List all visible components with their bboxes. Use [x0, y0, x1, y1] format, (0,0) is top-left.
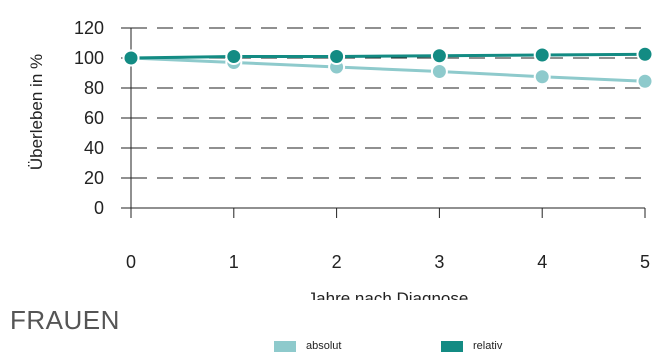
x-tick-label-2: 2 [332, 252, 342, 272]
data-point-absolut-4 [533, 68, 551, 86]
legend-swatch-absolut [274, 340, 296, 352]
series-lines [130, 52, 646, 83]
x-tick-label-1: 1 [229, 252, 239, 272]
y-tick-label-60: 60 [84, 108, 104, 128]
data-point-relativ-1 [225, 48, 243, 65]
y-tick-label-80: 80 [84, 78, 104, 98]
grid-lines [131, 27, 645, 179]
y-tick-label-20: 20 [84, 168, 104, 188]
legend-label-absolut: absolut [306, 340, 342, 352]
x-tick-label-5: 5 [640, 252, 650, 272]
series-line-absolut [130, 56, 646, 83]
x-tick-labels: 0 1 2 3 4 5 [126, 252, 650, 272]
data-point-relativ-0 [122, 49, 140, 67]
legend-swatch-relativ [441, 340, 463, 352]
data-point-relativ-5 [636, 45, 653, 63]
data-point-absolut-5 [636, 72, 653, 90]
x-tick-label-4: 4 [537, 252, 547, 272]
y-tick-label-100: 100 [74, 48, 104, 68]
y-tick-label-120: 120 [74, 18, 104, 38]
series-line-relativ [130, 52, 646, 60]
data-point-absolut-3 [430, 63, 448, 80]
panel-title: FRAUEN [10, 305, 120, 335]
survival-line-chart: 0 20 40 60 80 100 120 0 1 2 3 4 5 Überleben in % Ja… [27, 18, 653, 300]
legend-label-relativ: relativ [473, 340, 503, 352]
y-axis-title: Überleben in % [27, 54, 46, 170]
x-tick-label-0: 0 [126, 252, 136, 272]
series-points [122, 45, 653, 90]
data-point-relativ-4 [533, 46, 551, 64]
x-axis-title: Jahre nach Diagnose [308, 289, 469, 300]
legend-item-absolut: absolut [274, 340, 341, 352]
data-point-relativ-2 [328, 48, 346, 65]
y-tick-labels: 0 20 40 60 80 100 120 [74, 18, 104, 218]
legend-item-relativ: relativ [441, 340, 502, 352]
y-tick-label-40: 40 [84, 138, 104, 158]
data-point-relativ-3 [430, 47, 448, 65]
x-tick-label-3: 3 [434, 252, 444, 272]
y-tick-label-0: 0 [94, 198, 104, 218]
